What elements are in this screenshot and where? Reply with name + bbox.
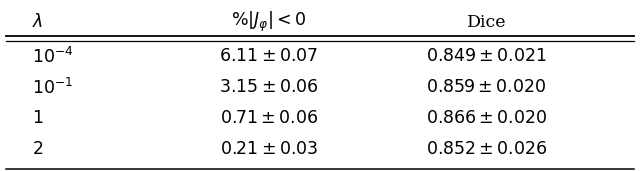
Text: $\%|J_{\varphi}| < 0$: $\%|J_{\varphi}| < 0$ [231, 10, 307, 34]
Text: $0.852 \pm 0.026$: $0.852 \pm 0.026$ [426, 141, 547, 158]
Text: Dice: Dice [467, 14, 506, 31]
Text: $0.71 \pm 0.06$: $0.71 \pm 0.06$ [220, 110, 318, 127]
Text: $\lambda$: $\lambda$ [32, 13, 44, 31]
Text: $10^{-1}$: $10^{-1}$ [32, 78, 73, 98]
Text: $0.21 \pm 0.03$: $0.21 \pm 0.03$ [220, 141, 318, 158]
Text: $2$: $2$ [32, 141, 44, 158]
Text: $0.849 \pm 0.021$: $0.849 \pm 0.021$ [426, 48, 547, 65]
Text: $3.15 \pm 0.06$: $3.15 \pm 0.06$ [219, 79, 319, 96]
Text: $0.859 \pm 0.020$: $0.859 \pm 0.020$ [426, 79, 547, 96]
Text: $6.11 \pm 0.07$: $6.11 \pm 0.07$ [220, 48, 318, 65]
Text: $0.866 \pm 0.020$: $0.866 \pm 0.020$ [426, 110, 547, 127]
Text: $10^{-4}$: $10^{-4}$ [32, 47, 74, 67]
Text: $1$: $1$ [32, 110, 44, 127]
